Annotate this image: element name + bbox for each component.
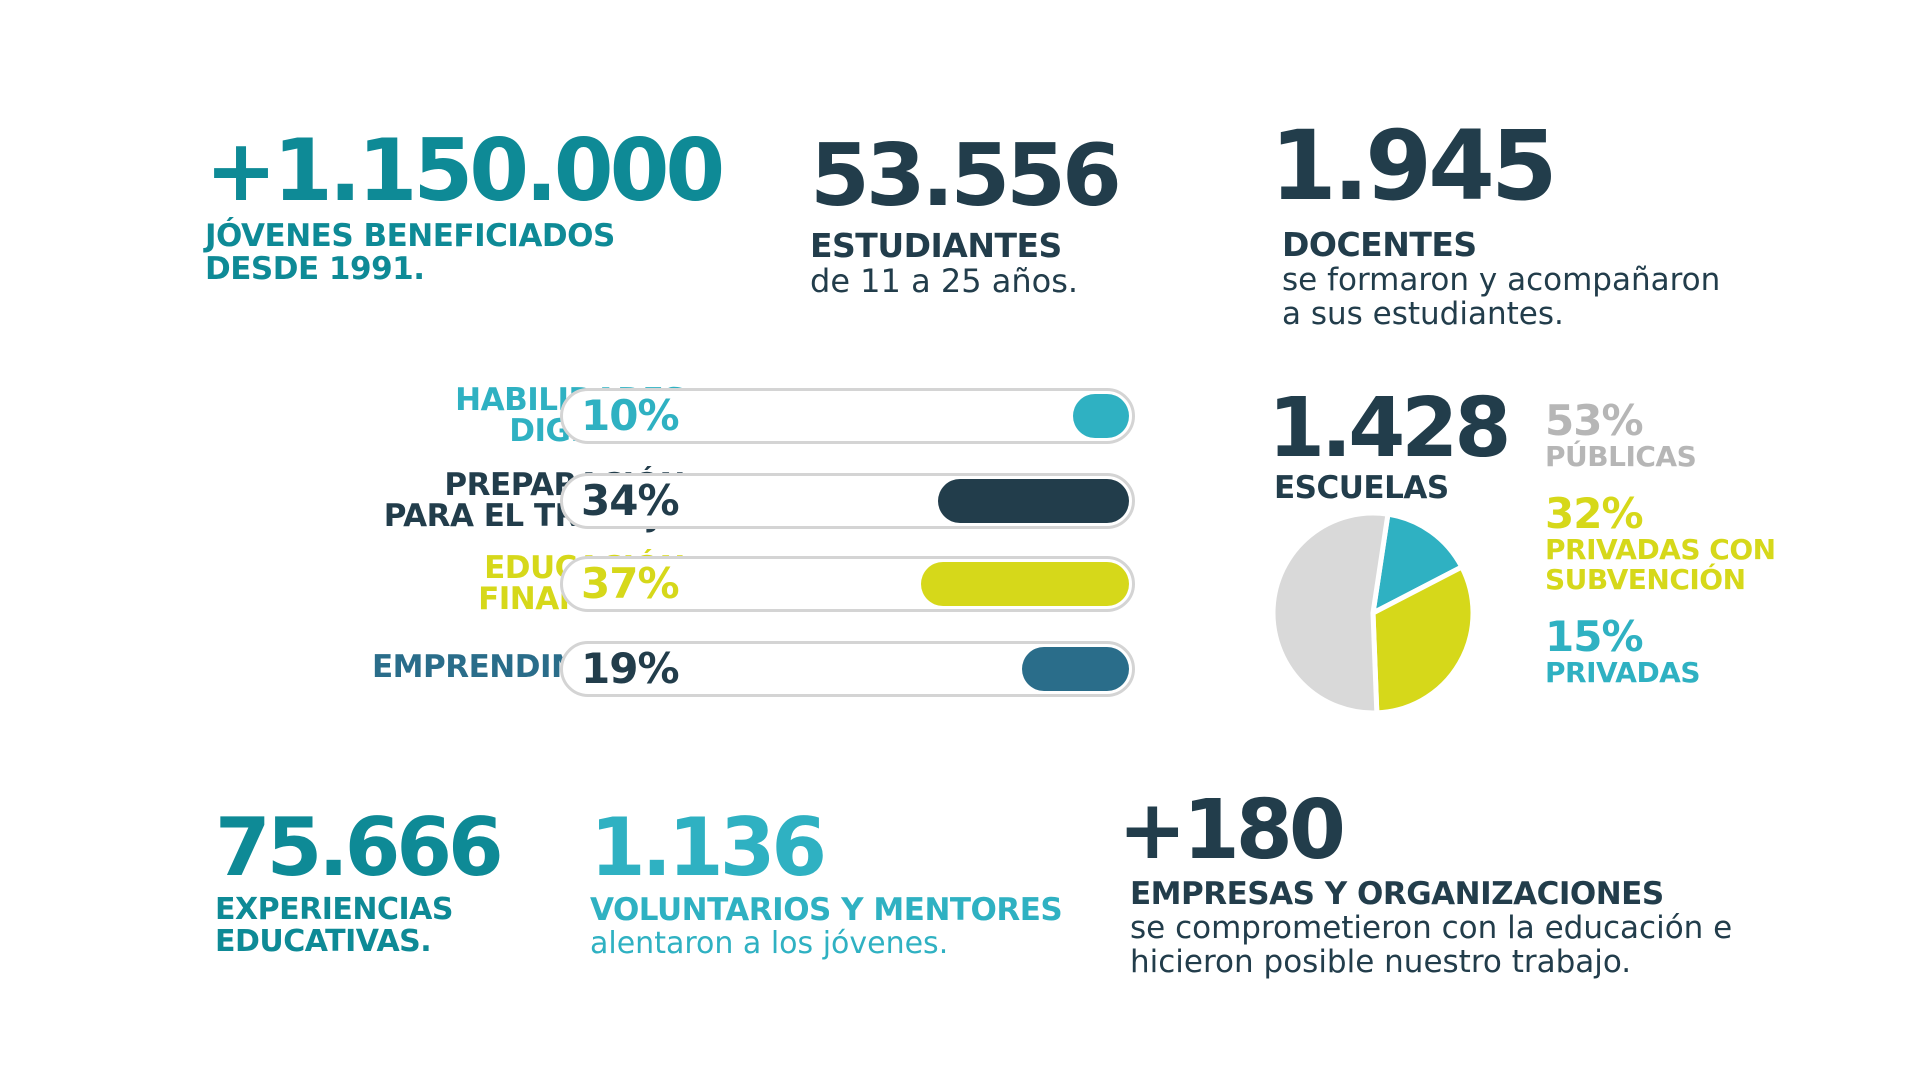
pie-slice (1370, 511, 1465, 616)
stat-experiencias: 75.666 EXPERIENCIAS EDUCATIVAS. (215, 801, 504, 959)
docentes-sub-line2: a sus estudiantes. (1282, 296, 1564, 333)
program-row: EMPRENDIMIENTO 19% (160, 638, 1135, 700)
program-bar-fill (937, 479, 1129, 523)
escuelas-caption: ESCUELAS (1274, 470, 1449, 506)
empresas-caption: EMPRESAS Y ORGANIZACIONES (1130, 876, 1664, 912)
docentes-sub-line1: se formaron y acompañaron (1282, 261, 1721, 298)
pie-slice (1370, 564, 1476, 716)
program-percent: 10% (581, 391, 680, 440)
program-percent: 34% (581, 476, 680, 525)
legend-subvencion-label-line2: SUBVENCIÓN (1545, 562, 1746, 596)
jovenes-number: +1.150.000 (205, 121, 725, 221)
docentes-number: 1.945 (1270, 110, 1558, 222)
estudiantes-number: 53.556 (810, 126, 1122, 226)
stat-empresas: +180 EMPRESAS Y ORGANIZACIONES se compro… (1118, 790, 1732, 980)
empresas-sub-line1: se comprometieron con la educación e (1130, 909, 1733, 946)
docentes-caption: DOCENTES (1282, 225, 1477, 264)
jovenes-caption-line1: JÓVENES BENEFICIADOS (205, 218, 615, 254)
legend-publicas-label: PÚBLICAS (1545, 440, 1697, 473)
program-bar-fill (920, 562, 1129, 606)
legend-publicas-pct: 53% (1545, 396, 1644, 445)
legend-subvencion-label-line1: PRIVADAS CON (1545, 533, 1776, 567)
estudiantes-sub: de 11 a 25 años. (810, 261, 1079, 300)
experiencias-caption-line2: EDUCATIVAS. (215, 923, 432, 959)
legend-item-privadas-subvencion: 32% PRIVADAS CON SUBVENCIÓN (1545, 493, 1776, 594)
voluntarios-number: 1.136 (590, 801, 827, 894)
program-bar-track: 19% (560, 641, 1135, 697)
program-percent: 37% (581, 559, 680, 608)
program-percent: 19% (581, 644, 680, 693)
pie-legend: 53% PÚBLICAS 32% PRIVADAS CON SUBVENCIÓN… (1545, 400, 1776, 688)
experiencias-number: 75.666 (215, 801, 504, 894)
legend-privadas-label: PRIVADAS (1545, 656, 1701, 690)
stat-docentes: 1.945 DOCENTES se formaron y acompañaron… (1270, 118, 1720, 332)
voluntarios-caption: VOLUNTARIOS Y MENTORES (590, 892, 1063, 928)
legend-subvencion-pct: 32% (1545, 489, 1644, 539)
program-bar-track: 37% (560, 556, 1135, 612)
empresas-sub-line2: hicieron posible nuestro trabajo. (1130, 944, 1632, 981)
program-bar-track: 10% (560, 388, 1135, 444)
legend-item-publicas: 53% PÚBLICAS (1545, 396, 1776, 473)
program-bar-track: 34% (560, 473, 1135, 529)
program-row: PREPARACIÓN PARA EL TRABAJO 34% (160, 470, 1135, 532)
program-row: EDUCACIÓN FINANCIERA 37% (160, 553, 1135, 615)
legend-item-privadas: 15% PRIVADAS (1545, 612, 1776, 690)
experiencias-caption-line1: EXPERIENCIAS (215, 892, 453, 927)
empresas-number: +180 (1118, 783, 1346, 878)
jovenes-caption-line2: DESDE 1991. (205, 250, 425, 287)
stat-jovenes: +1.150.000 JÓVENES BENEFICIADOS DESDE 19… (205, 121, 725, 287)
stat-voluntarios: 1.136 VOLUNTARIOS Y MENTORES alentaron a… (590, 801, 1063, 961)
escuelas-number: 1.428 (1268, 381, 1511, 476)
program-bars: HABILIDADES DIGITALES 10% PREPARACIÓN PA… (160, 385, 1135, 705)
stat-escuelas: 1.428 ESCUELAS (1268, 381, 1511, 506)
estudiantes-caption: ESTUDIANTES (810, 226, 1062, 265)
program-row: HABILIDADES DIGITALES 10% (160, 385, 1135, 447)
voluntarios-sub: alentaron a los jóvenes. (590, 925, 949, 961)
schools-pie-chart (1270, 510, 1476, 716)
program-bar-fill (1072, 394, 1129, 438)
stat-estudiantes: 53.556 ESTUDIANTES de 11 a 25 años. (810, 126, 1122, 300)
program-bar-fill (1022, 647, 1129, 691)
pie-slice (1270, 510, 1391, 716)
legend-privadas-pct: 15% (1545, 612, 1644, 662)
